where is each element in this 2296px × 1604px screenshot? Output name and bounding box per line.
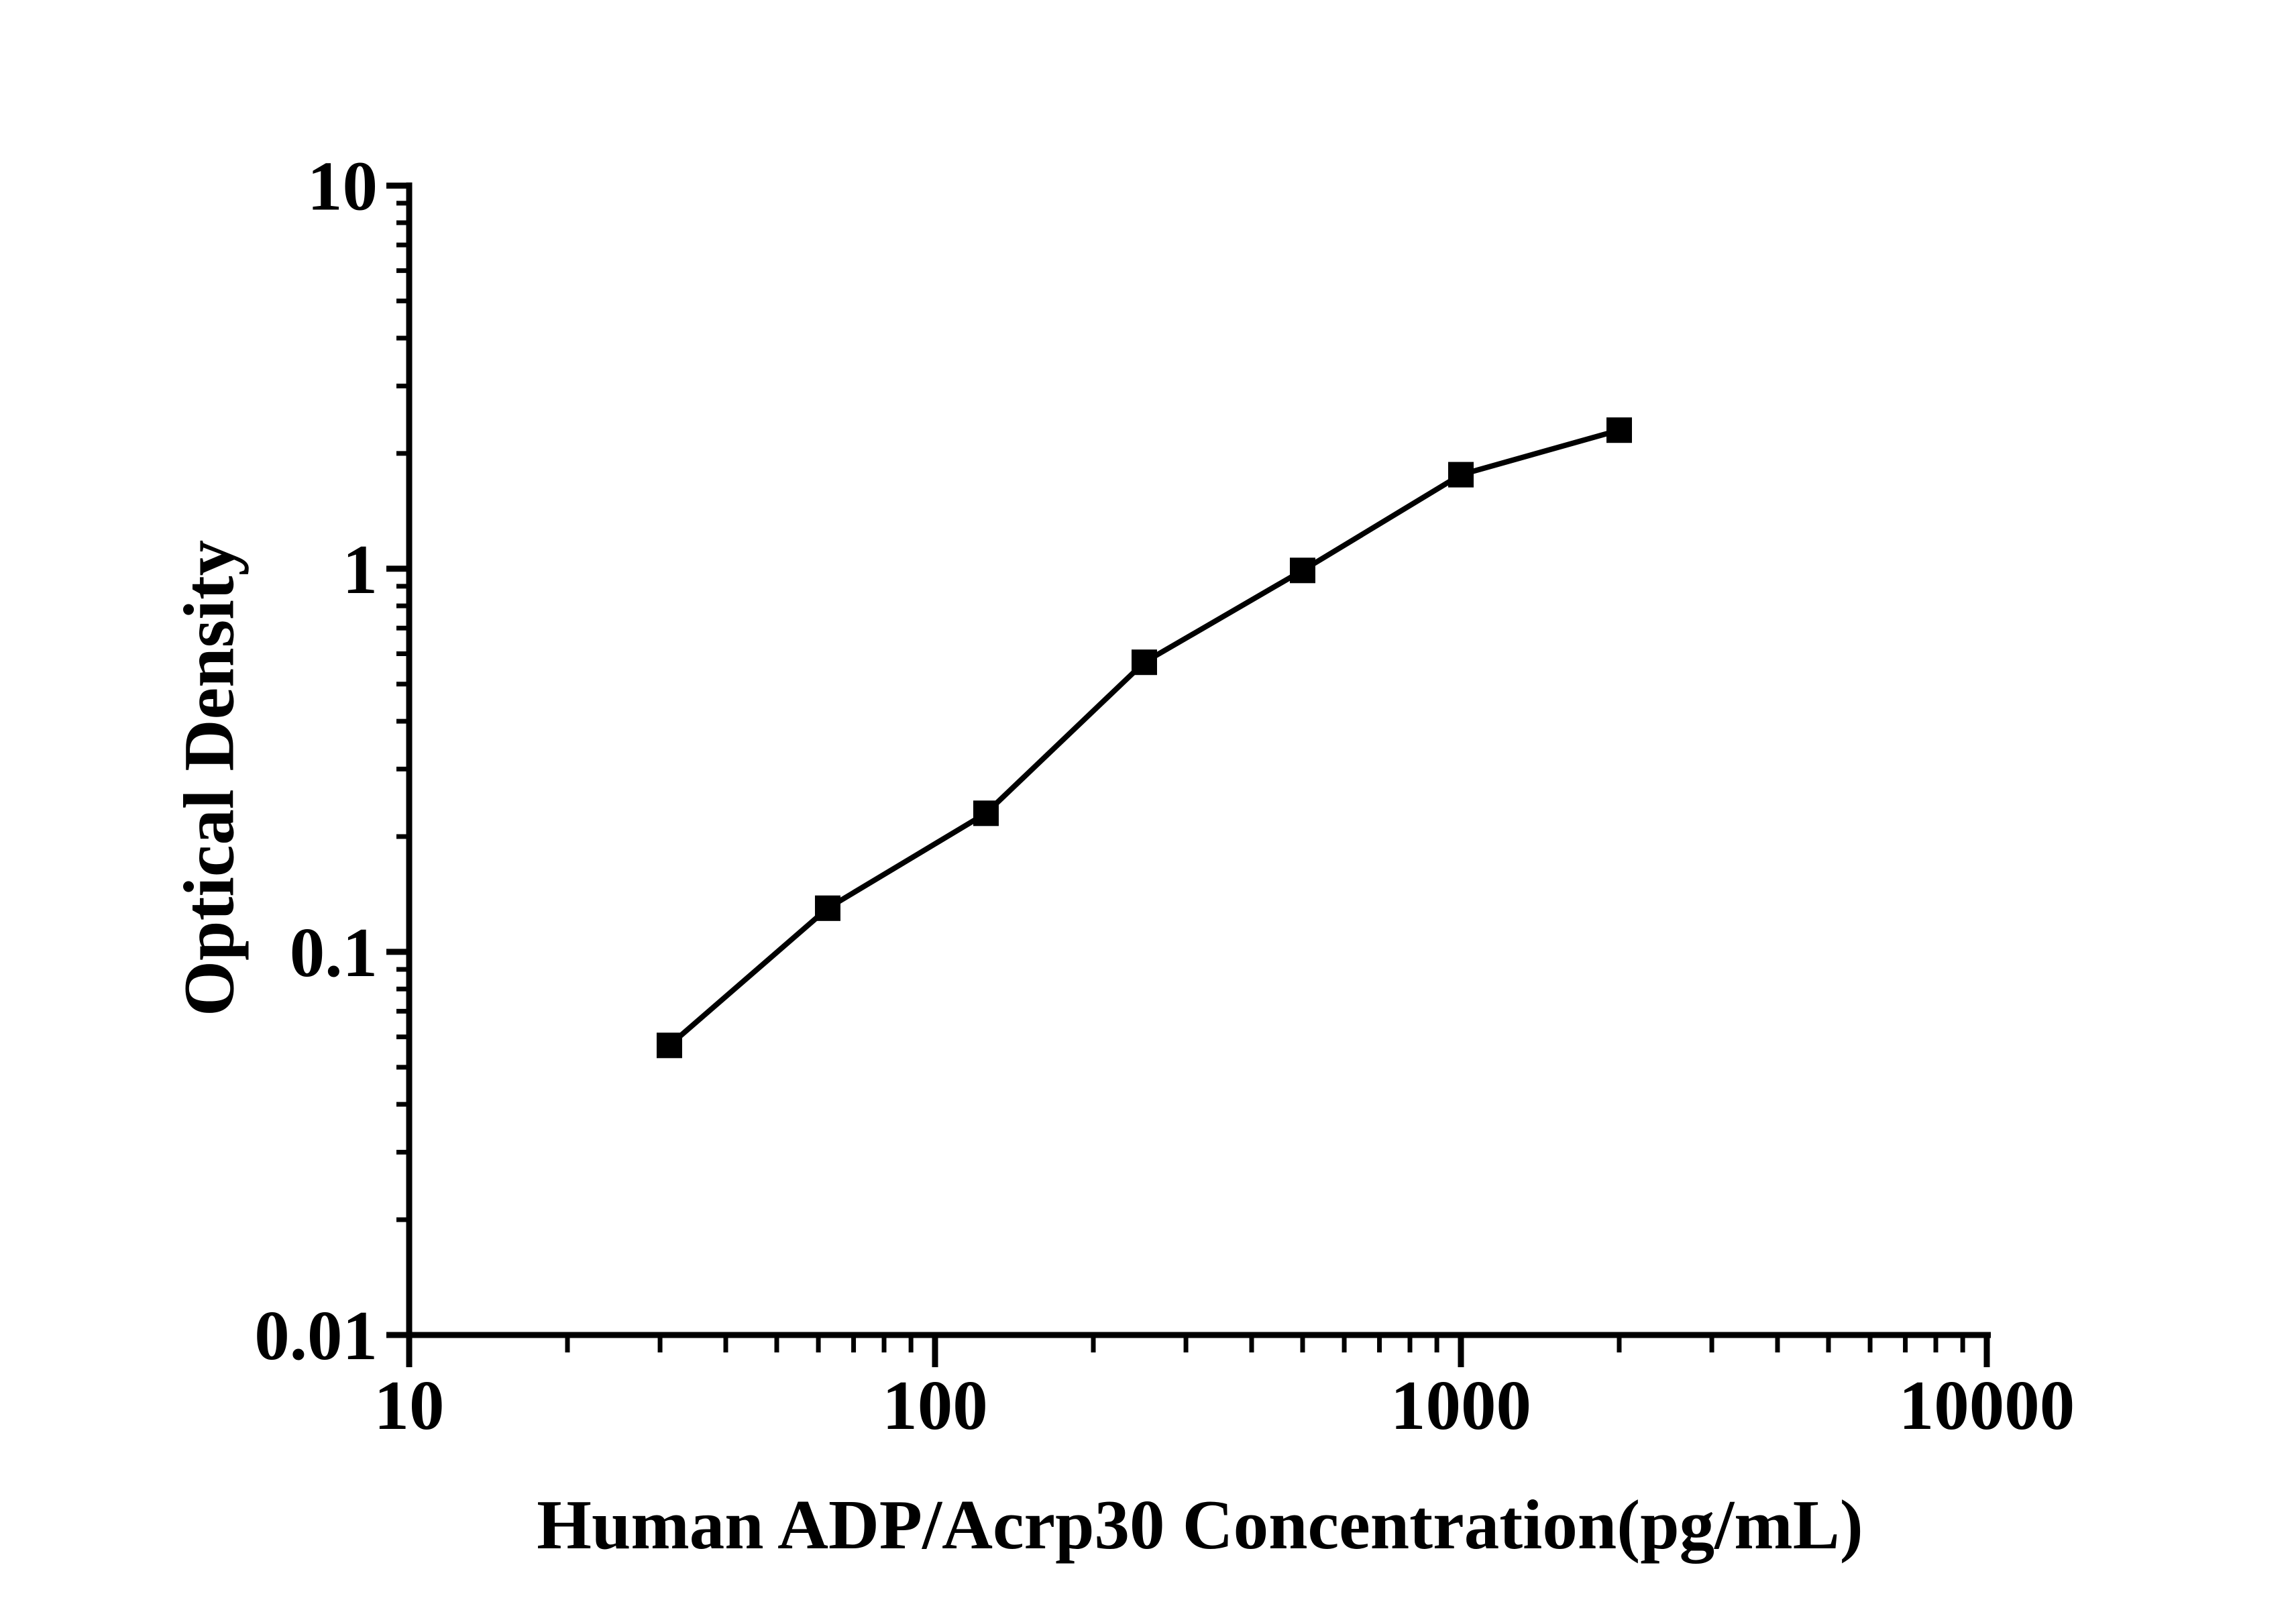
x-axis-title: Human ADP/Acrp30 Concentration(pg/mL) <box>537 1485 1863 1564</box>
y-tick-labels: 0.01 0.1 1 10 <box>254 147 378 1375</box>
x-tick-label: 10 <box>374 1366 445 1444</box>
x-major-ticks <box>406 1335 1990 1367</box>
axes <box>406 182 1991 1338</box>
data-series-line <box>667 427 1621 1048</box>
data-point-marker <box>973 800 999 826</box>
x-minor-ticks <box>565 1335 1965 1352</box>
data-point-marker <box>1131 649 1157 676</box>
y-tick-label: 0.1 <box>290 913 378 992</box>
x-tick-label: 1000 <box>1390 1366 1531 1444</box>
data-point-marker <box>1606 417 1633 443</box>
y-tick-label: 0.01 <box>254 1296 378 1375</box>
data-series-markers <box>656 417 1633 1059</box>
x-tick-label: 100 <box>882 1366 988 1444</box>
x-tick-labels: 10 100 1000 10000 <box>374 1366 2075 1444</box>
x-tick-label: 10000 <box>1899 1366 2075 1444</box>
y-axis-title: Optical Density <box>170 539 250 1017</box>
y-tick-label: 10 <box>307 147 378 225</box>
y-major-ticks <box>386 182 409 1338</box>
data-point-marker <box>1289 557 1315 584</box>
data-point-marker <box>814 895 840 921</box>
y-tick-label: 1 <box>343 530 378 608</box>
data-point-marker <box>1448 462 1474 488</box>
data-point-marker <box>656 1032 682 1059</box>
y-minor-ticks <box>396 201 409 1222</box>
